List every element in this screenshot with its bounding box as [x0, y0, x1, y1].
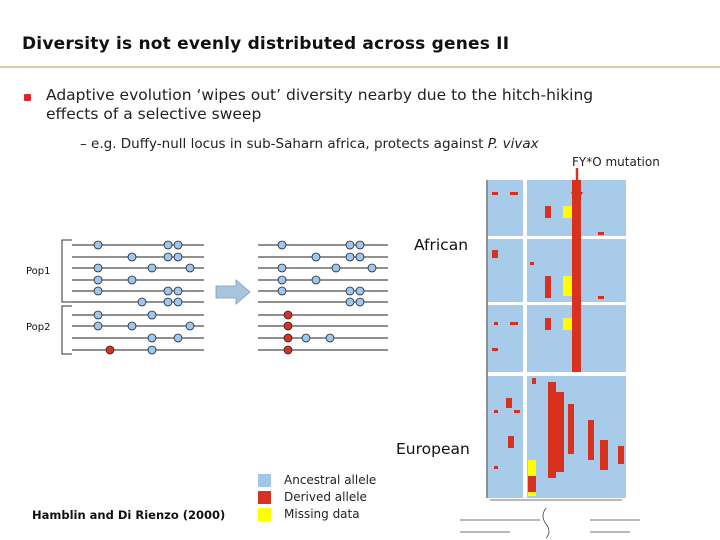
alleles-before	[93, 240, 195, 355]
legend-swatch	[258, 508, 271, 521]
pop1-bracket	[61, 239, 72, 303]
pop2-label: Pop2	[26, 322, 51, 333]
mutation-label: FY*O mutation	[572, 155, 660, 169]
bullet-icon	[24, 94, 31, 101]
sub-bullet-text: – e.g. Duffy-null locus in sub-Saharn af…	[80, 136, 488, 152]
pop1-label: Pop1	[26, 266, 51, 277]
alleles-after	[277, 240, 377, 355]
heatmap-axis	[460, 499, 640, 539]
legend-label: Ancestral allele	[284, 473, 377, 487]
legend-swatch	[258, 491, 271, 504]
haplotypes-before	[72, 244, 204, 351]
title-divider	[0, 66, 720, 68]
european-label: European	[396, 440, 470, 458]
sub-bullet: – e.g. Duffy-null locus in sub-Saharn af…	[80, 136, 539, 152]
main-bullet: Adaptive evolution ‘wipes out’ diversity…	[46, 86, 594, 123]
legend-label: Derived allele	[284, 490, 367, 504]
haplotypes-after	[258, 244, 388, 351]
african-label: African	[414, 236, 469, 254]
legend-label: Missing data	[284, 507, 360, 521]
mutation-arrow-icon	[571, 192, 583, 204]
legend-swatch	[258, 474, 271, 487]
citation: Hamblin and Di Rienzo (2000)	[32, 508, 226, 522]
pop2-bracket	[61, 305, 72, 355]
sweep-arrow-icon	[215, 279, 251, 305]
sub-bullet-italic: P. vivax	[487, 136, 539, 152]
haplotype-heatmap	[486, 168, 626, 498]
slide-title: Diversity is not evenly distributed acro…	[22, 34, 510, 54]
